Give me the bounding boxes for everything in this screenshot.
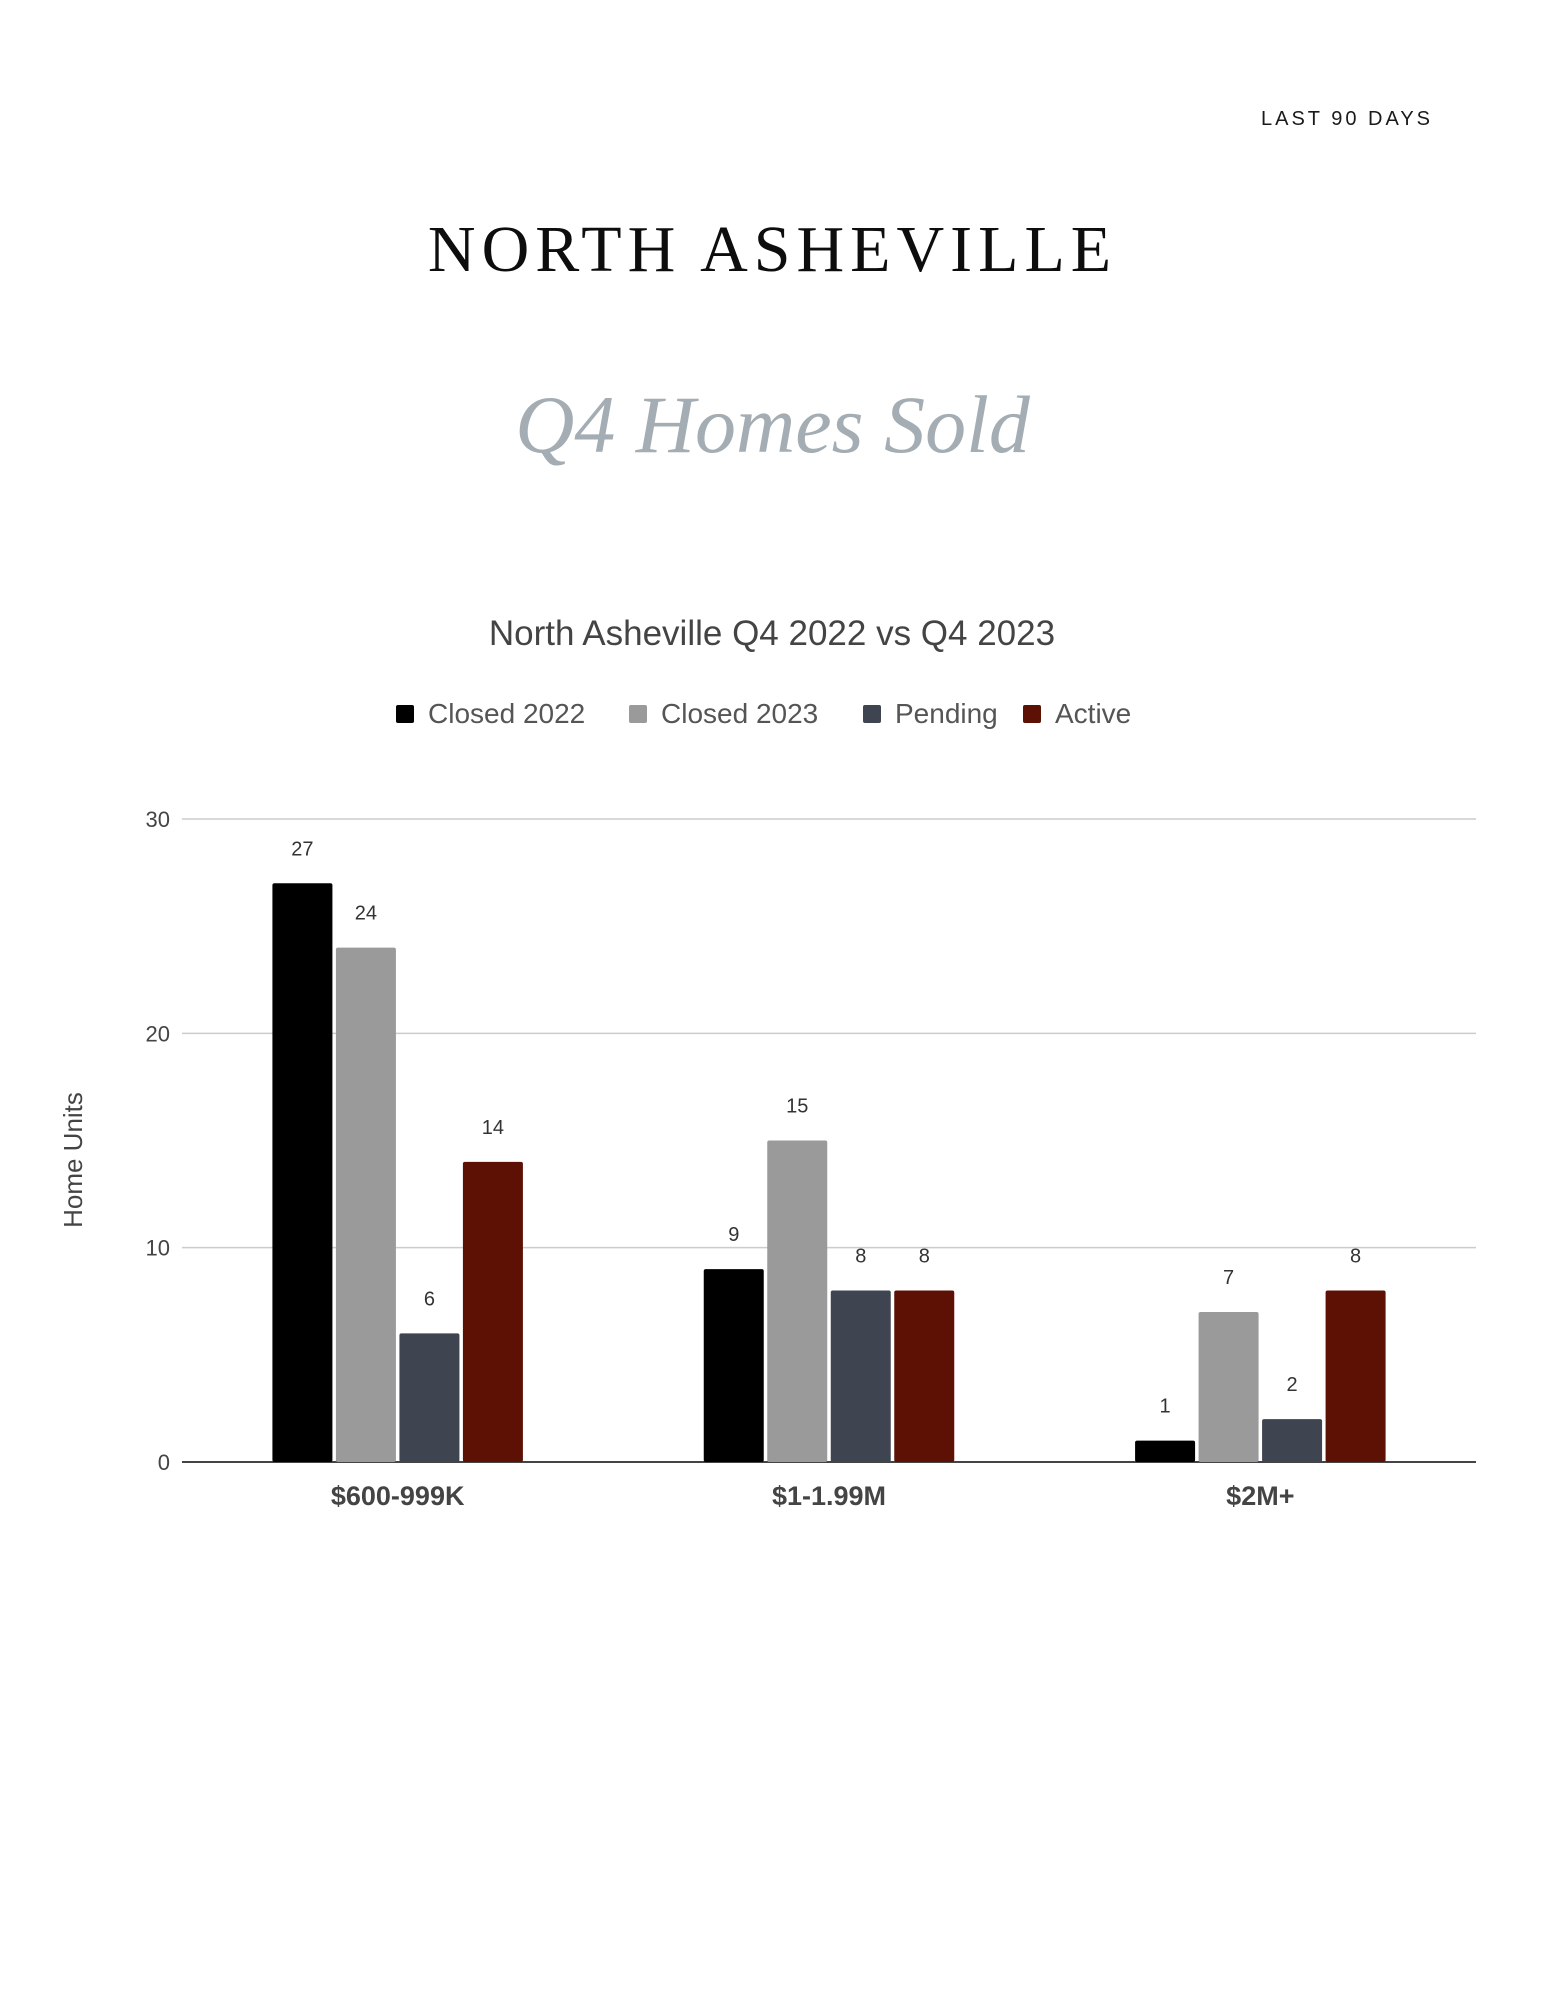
data-label: 14	[482, 1117, 504, 1139]
chart-legend: Closed 2022 Closed 2023 Pending Active	[396, 698, 1131, 729]
chart-title: North Asheville Q4 2022 vs Q4 2023	[489, 614, 1055, 653]
legend-swatch	[1023, 705, 1041, 723]
bar	[1135, 1440, 1196, 1462]
bar	[703, 1269, 764, 1462]
legend-item: Pending	[863, 698, 998, 729]
y-tick-label: 10	[146, 1236, 170, 1261]
bar	[462, 1161, 523, 1462]
y-tick-label: 20	[146, 1021, 170, 1046]
legend-item: Closed 2022	[396, 698, 585, 729]
page-subtitle: Q4 Homes Sold	[515, 379, 1030, 470]
x-tick-label: $1-1.99M	[772, 1481, 886, 1511]
bar-chart: North Asheville Q4 2022 vs Q4 2023 Close…	[58, 614, 1476, 1511]
bar	[1325, 1290, 1386, 1462]
data-label: 8	[919, 1246, 930, 1268]
bar	[767, 1140, 828, 1462]
data-label: 8	[855, 1246, 866, 1268]
y-tick-label: 0	[158, 1450, 170, 1475]
y-axis-ticks: 0 10 20 30	[146, 807, 170, 1475]
y-axis-label: Home Units	[58, 1092, 88, 1228]
legend-swatch	[629, 705, 647, 723]
data-label: 15	[786, 1096, 808, 1118]
data-label: 1	[1160, 1396, 1171, 1418]
legend-swatch	[863, 705, 881, 723]
data-label: 9	[728, 1224, 739, 1246]
data-label: 27	[291, 838, 313, 860]
page-title: NORTH ASHEVILLE	[427, 213, 1118, 286]
bar	[1198, 1311, 1259, 1462]
legend-label: Active	[1055, 698, 1131, 729]
data-label: 8	[1350, 1246, 1361, 1268]
legend-item: Closed 2023	[629, 698, 818, 729]
chart-gridlines	[182, 818, 1476, 1463]
report-period-label: LAST 90 DAYS	[1261, 108, 1433, 130]
bar	[272, 883, 333, 1462]
data-label: 24	[355, 903, 377, 925]
y-tick-label: 30	[146, 807, 170, 832]
x-axis-ticks: $600-999K $1-1.99M $2M+	[331, 1481, 1295, 1511]
bar	[399, 1333, 460, 1462]
data-label: 6	[424, 1288, 435, 1310]
legend-label: Closed 2022	[428, 698, 585, 729]
bar	[894, 1290, 955, 1462]
legend-label: Pending	[895, 698, 998, 729]
legend-label: Closed 2023	[661, 698, 818, 729]
bar	[1262, 1419, 1323, 1462]
x-tick-label: $2M+	[1226, 1481, 1294, 1511]
legend-item: Active	[1023, 698, 1131, 729]
data-label: 7	[1223, 1267, 1234, 1289]
data-label: 2	[1287, 1374, 1298, 1396]
bar	[830, 1290, 891, 1462]
bar	[335, 947, 396, 1462]
x-tick-label: $600-999K	[331, 1481, 465, 1511]
legend-swatch	[396, 705, 414, 723]
chart-bars: 27 24 6 14 9 15 8 8 1 7 2 8	[272, 838, 1386, 1462]
